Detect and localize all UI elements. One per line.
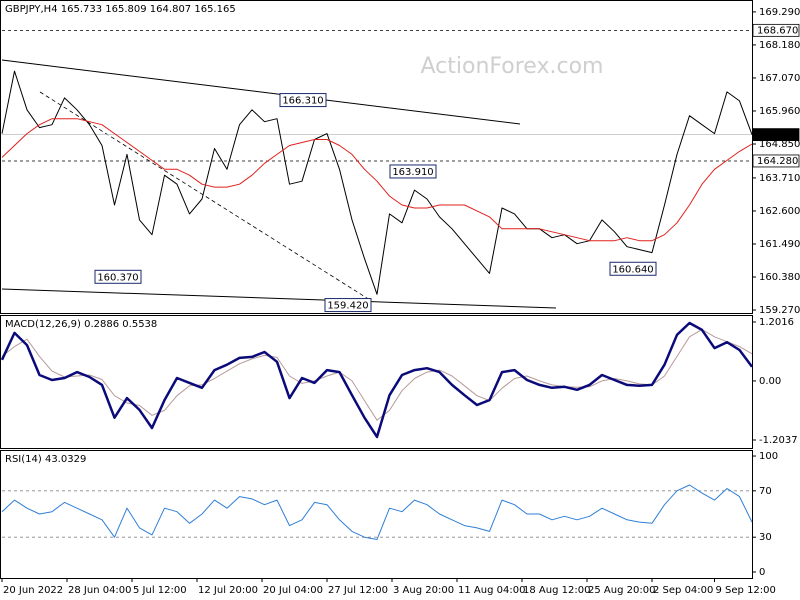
- trendline: [1, 288, 557, 309]
- price-annotation-box: [279, 93, 327, 108]
- price-annotation: 163.910: [392, 167, 433, 178]
- price-annotation-box: [324, 298, 372, 313]
- y-tick-label: 100: [759, 451, 778, 462]
- price-annotation-box: [94, 269, 142, 284]
- y-tick-label: 169.290: [759, 7, 800, 18]
- x-tick-label: 9 Sep 12:00: [716, 585, 776, 596]
- x-tick-label: 25 Aug 20:00: [588, 585, 655, 596]
- series-line: [1, 328, 753, 421]
- x-tick-label: 20 Jun 2022: [3, 585, 63, 596]
- y-tick-label: 162.600: [759, 206, 800, 217]
- series-line: [1, 484, 753, 540]
- x-tick-label: 20 Jul 04:00: [263, 585, 323, 596]
- series-line: [0, 321, 754, 439]
- y-tick-label: 161.490: [759, 239, 800, 250]
- watermark: ActionForex.com: [421, 54, 604, 79]
- y-tick-label: 160.380: [759, 272, 800, 283]
- panel-title: GBPJPY,H4 165.733 165.809 164.807 165.16…: [5, 4, 236, 15]
- x-tick-label: 11 Aug 04:00: [458, 585, 525, 596]
- price-annotation: 160.370: [97, 272, 138, 283]
- y-tick-label: 165.960: [759, 106, 800, 117]
- price-annotation: 166.310: [282, 96, 323, 107]
- y-tick-label: 70: [759, 486, 772, 497]
- panel-title: MACD(12,26,9) 0.2886 0.5538: [5, 319, 157, 330]
- x-tick-label: 3 Aug 20:00: [393, 585, 454, 596]
- price-label: 168.670: [757, 25, 798, 36]
- price-label-box: [752, 154, 800, 168]
- x-tick-label: 18 Aug 12:00: [523, 585, 590, 596]
- y-tick-label: 0: [759, 567, 765, 578]
- price-annotation: 160.640: [612, 264, 653, 275]
- price-label-box: [752, 128, 800, 142]
- y-tick-label: 30: [759, 532, 772, 543]
- x-tick-label: 28 Jun 04:00: [68, 585, 132, 596]
- rsi-panel: [0, 450, 753, 579]
- price-panel: [0, 0, 753, 314]
- x-tick-label: 27 Jul 12:00: [328, 585, 388, 596]
- trendline: [39, 91, 371, 301]
- series-line: [1, 118, 753, 242]
- x-tick-label: 12 Jul 20:00: [198, 585, 258, 596]
- price-annotation-box: [609, 261, 657, 276]
- price-annotation: 159.420: [327, 301, 368, 312]
- trendline: [1, 59, 521, 125]
- y-tick-label: 1.2016: [759, 317, 794, 328]
- panel-title: RSI(14) 43.0329: [5, 454, 86, 465]
- series-line: [1, 70, 753, 295]
- x-tick-label: 5 Jul 12:00: [133, 585, 187, 596]
- price-label: 164.280: [757, 156, 798, 167]
- y-tick-label: 168.180: [759, 40, 800, 51]
- y-tick-label: 167.070: [759, 73, 800, 84]
- y-tick-label: 164.850: [759, 139, 800, 150]
- y-tick-label: 0.00: [759, 376, 781, 387]
- price-label-box: [752, 23, 800, 37]
- y-tick-label: 163.710: [759, 173, 800, 184]
- x-tick-label: 2 Sep 04:00: [653, 585, 713, 596]
- price-label: 165.165: [757, 130, 798, 141]
- y-tick-label: 159.270: [759, 305, 800, 316]
- macd-panel: [0, 315, 753, 449]
- price-annotation-box: [389, 164, 437, 179]
- y-tick-label: -1.2037: [759, 435, 798, 446]
